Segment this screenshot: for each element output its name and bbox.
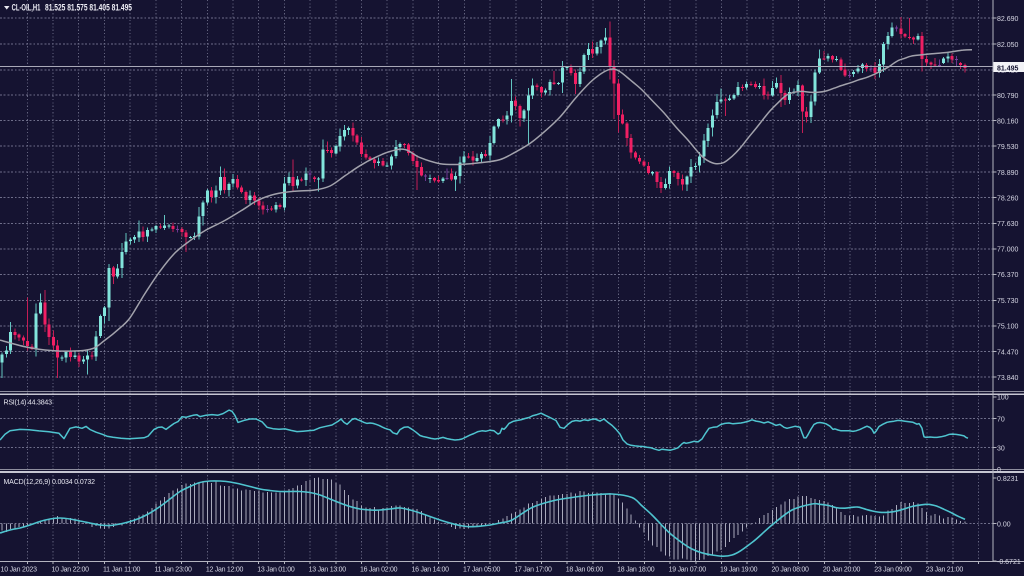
svg-text:11 Jan 11:00: 11 Jan 11:00 (103, 567, 141, 574)
svg-text:79.530: 79.530 (997, 144, 1019, 151)
svg-text:80.790: 80.790 (997, 93, 1019, 100)
svg-text:77.000: 77.000 (997, 247, 1019, 254)
svg-text:81.495: 81.495 (997, 65, 1019, 72)
svg-text:73.840: 73.840 (997, 375, 1019, 382)
svg-text:82.050: 82.050 (997, 42, 1019, 49)
svg-text:0.8231: 0.8231 (997, 476, 1019, 483)
svg-text:78.890: 78.890 (997, 170, 1019, 177)
svg-text:CL-OIL,H1: CL-OIL,H1 (12, 3, 41, 13)
svg-text:0.00: 0.00 (997, 522, 1011, 529)
svg-text:23 Jan 09:00: 23 Jan 09:00 (874, 567, 912, 574)
svg-text:MACD(12,26,9) 0.0034 0.0732: MACD(12,26,9) 0.0034 0.0732 (4, 479, 96, 486)
svg-text:10 Jan 2023: 10 Jan 2023 (1, 567, 38, 574)
svg-text:77.630: 77.630 (997, 221, 1019, 228)
svg-text:78.260: 78.260 (997, 196, 1019, 203)
svg-text:100: 100 (997, 395, 1009, 402)
svg-text:16 Jan 14:00: 16 Jan 14:00 (412, 567, 450, 574)
svg-text:12 Jan 12:00: 12 Jan 12:00 (206, 567, 244, 574)
svg-text:-0.6721: -0.6721 (997, 559, 1021, 566)
svg-text:17 Jan 17:00: 17 Jan 17:00 (514, 567, 552, 574)
svg-text:19 Jan 19:00: 19 Jan 19:00 (720, 567, 758, 574)
svg-text:76.370: 76.370 (997, 272, 1019, 279)
svg-text:75.100: 75.100 (997, 324, 1019, 331)
svg-text:81.525 81.575 81.405 81.495: 81.525 81.575 81.405 81.495 (45, 3, 132, 13)
svg-text:17 Jan 05:00: 17 Jan 05:00 (463, 567, 501, 574)
svg-text:RSI(14) 44.3843: RSI(14) 44.3843 (4, 400, 53, 407)
svg-text:75.730: 75.730 (997, 298, 1019, 305)
svg-text:18 Jan 18:00: 18 Jan 18:00 (617, 567, 655, 574)
svg-text:19 Jan 07:00: 19 Jan 07:00 (669, 567, 707, 574)
svg-text:13 Jan 01:00: 13 Jan 01:00 (257, 567, 295, 574)
svg-text:16 Jan 02:00: 16 Jan 02:00 (360, 567, 398, 574)
svg-text:20 Jan 20:00: 20 Jan 20:00 (823, 567, 861, 574)
svg-text:10 Jan 22:00: 10 Jan 22:00 (52, 567, 90, 574)
svg-text:18 Jan 06:00: 18 Jan 06:00 (566, 567, 604, 574)
svg-text:20 Jan 08:00: 20 Jan 08:00 (771, 567, 809, 574)
svg-text:11 Jan 23:00: 11 Jan 23:00 (154, 567, 192, 574)
svg-text:30: 30 (997, 445, 1005, 452)
svg-text:74.470: 74.470 (997, 349, 1019, 356)
svg-text:70: 70 (997, 416, 1005, 423)
svg-text:82.690: 82.690 (997, 16, 1019, 23)
svg-text:0: 0 (997, 467, 1001, 474)
svg-text:23 Jan 21:00: 23 Jan 21:00 (926, 567, 964, 574)
svg-text:80.160: 80.160 (997, 119, 1019, 126)
svg-text:13 Jan 13:00: 13 Jan 13:00 (309, 567, 347, 574)
